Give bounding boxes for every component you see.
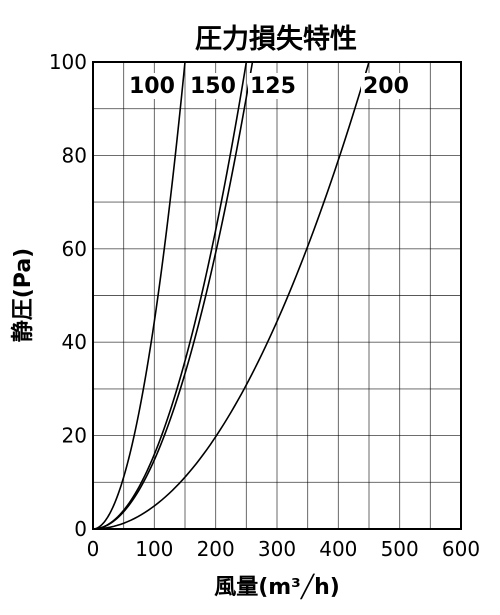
y-tick-label: 20 — [62, 424, 87, 448]
series-labels: 100 150 125 200 — [127, 73, 411, 99]
y-tick-label: 80 — [62, 143, 87, 167]
x-tick-label: 600 — [442, 537, 480, 561]
x-tick-label: 200 — [197, 537, 235, 561]
x-axis-label: 風量(m³╱h) — [214, 573, 340, 600]
plot-frame — [92, 61, 462, 530]
series-label-background — [127, 73, 177, 99]
tick-labels: 0 100 200 300 400 500 600 0 20 40 60 80 100 — [49, 50, 480, 561]
series-label-200: 200 — [363, 74, 409, 99]
series-curves — [92, 61, 370, 530]
x-tick-label: 300 — [258, 537, 296, 561]
y-tick-label: 60 — [62, 237, 87, 261]
x-tick-label: 400 — [319, 537, 357, 561]
x-tick-label: 500 — [381, 537, 419, 561]
y-tick-label: 40 — [62, 330, 87, 354]
series-label-background — [248, 73, 298, 99]
series-line-200 — [92, 61, 370, 530]
series-line-100 — [92, 61, 186, 530]
x-tick-label: 100 — [135, 537, 173, 561]
y-axis-label: 静圧(Pa) — [10, 248, 36, 343]
chart-title: 圧力損失特性 — [195, 24, 357, 55]
x-tick-label: 0 — [87, 537, 100, 561]
series-label-100: 100 — [129, 74, 175, 99]
y-tick-label: 100 — [49, 50, 87, 74]
series-label-125: 125 — [250, 74, 296, 99]
series-line-125 — [92, 61, 254, 530]
grid-lines — [93, 62, 461, 529]
y-tick-label: 0 — [74, 517, 87, 541]
series-label-150: 150 — [190, 74, 236, 99]
series-label-background — [188, 73, 238, 99]
series-label-background — [361, 73, 411, 99]
